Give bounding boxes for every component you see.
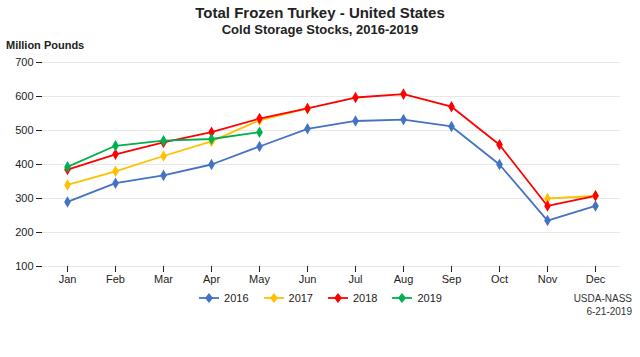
svg-text:Aug: Aug	[394, 273, 414, 285]
svg-text:100: 100	[15, 260, 33, 272]
svg-text:Apr: Apr	[203, 273, 220, 285]
html-text:2016: 2016	[224, 292, 249, 304]
svg-text:Oct: Oct	[491, 273, 508, 285]
html-text:Cold Storage Stocks, 2016-2019: Cold Storage Stocks, 2016-2019	[221, 22, 419, 37]
svg-text:Feb: Feb	[106, 273, 125, 285]
html-text:Total Frozen Turkey - United S: Total Frozen Turkey - United States	[195, 4, 445, 21]
svg-text:600: 600	[15, 90, 33, 102]
html-text:2017: 2017	[288, 292, 313, 304]
svg-text:500: 500	[15, 124, 33, 136]
svg-text:Sep: Sep	[442, 273, 462, 285]
svg-text:Nov: Nov	[538, 273, 558, 285]
svg-text:May: May	[249, 273, 270, 285]
svg-text:Jun: Jun	[299, 273, 317, 285]
svg-text:400: 400	[15, 158, 33, 170]
svg-text:300: 300	[15, 192, 33, 204]
html-text:2019: 2019	[417, 292, 442, 304]
svg-text:Jul: Jul	[348, 273, 362, 285]
svg-text:200: 200	[15, 226, 33, 238]
html-text:2018: 2018	[353, 292, 378, 304]
svg-text:Mar: Mar	[154, 273, 173, 285]
svg-text:700: 700	[15, 56, 33, 68]
svg-text:Jan: Jan	[59, 273, 77, 285]
svg-text:Dec: Dec	[586, 273, 606, 285]
html-text:Million Pounds: Million Pounds	[6, 39, 85, 51]
html-text:USDA-NASS 6-21-2019: USDA-NASS 6-21-2019	[573, 293, 632, 317]
